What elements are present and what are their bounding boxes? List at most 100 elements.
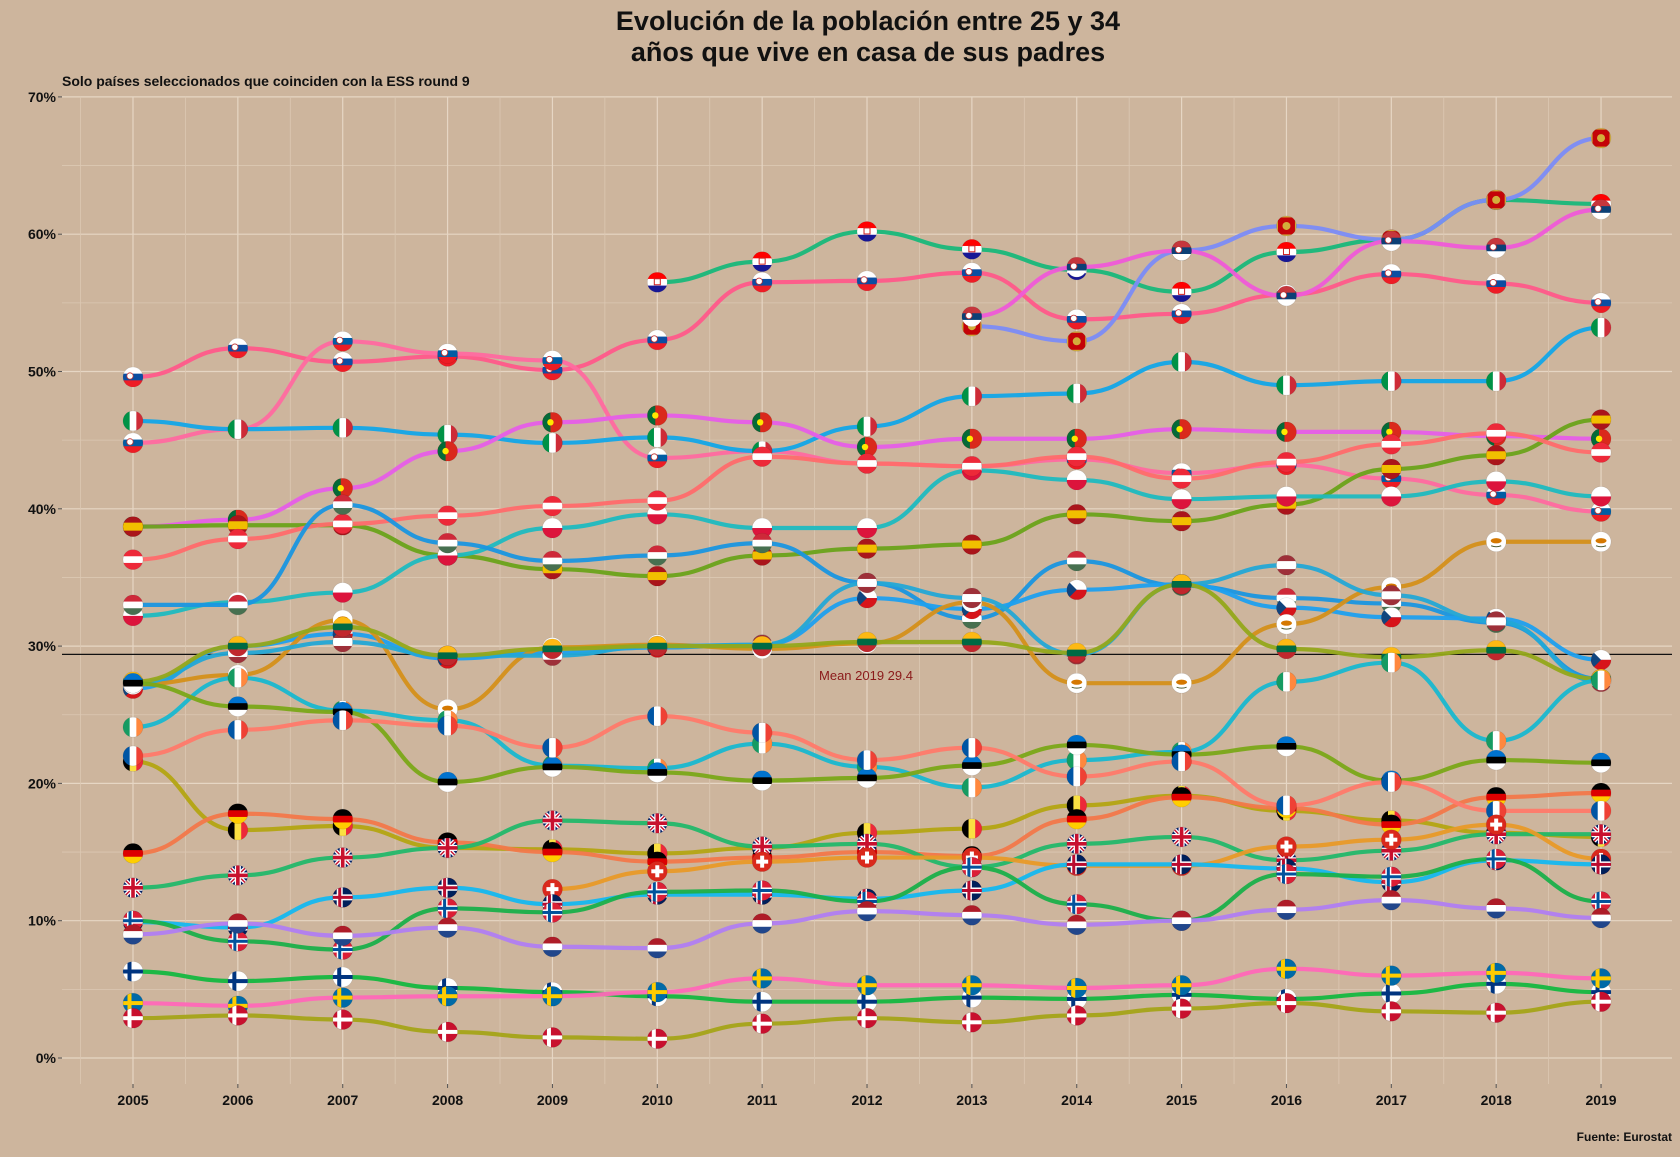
flag-outline	[437, 343, 458, 364]
flag-marker-pt	[1276, 421, 1297, 443]
flag-emblem	[1384, 269, 1392, 277]
flag-stripe	[752, 783, 773, 791]
flag-stripe	[752, 913, 773, 921]
flag-stripe	[1171, 295, 1192, 302]
flag-outline	[1066, 550, 1088, 572]
flag-outline	[332, 616, 354, 638]
flag-stripe	[647, 343, 668, 350]
flag-marker-lv	[1276, 554, 1297, 576]
flag-cross	[1276, 1001, 1297, 1006]
flag-outline	[122, 745, 144, 767]
flag-stripe	[1276, 899, 1297, 907]
flag-stripe	[647, 636, 668, 644]
flag-emblem	[653, 278, 661, 286]
flag-body	[857, 538, 878, 559]
flag-marker-si	[332, 330, 354, 352]
flag-outline	[1171, 751, 1192, 772]
flag-stripe	[752, 777, 773, 785]
flag-emblem	[1279, 291, 1288, 299]
flag-marker-de	[227, 803, 249, 824]
flag-outline	[1485, 273, 1507, 294]
flag-outline	[1590, 823, 1612, 845]
flag-stripe	[1381, 896, 1402, 904]
flag-emblem	[1489, 279, 1497, 287]
flag-stripe	[1066, 656, 1087, 663]
flag-body	[1486, 371, 1507, 392]
flag-body	[647, 272, 668, 293]
flag-marker-lt	[542, 638, 563, 660]
flag-marker-lt	[437, 645, 458, 667]
flag-body	[1381, 585, 1402, 606]
flag-body	[752, 533, 773, 554]
flag-stripe	[1591, 306, 1612, 313]
flag-marker-hu	[646, 545, 668, 566]
flag-stripe	[542, 496, 563, 504]
flag-marker-at	[1381, 433, 1402, 455]
flag-body	[1486, 962, 1507, 983]
flag-cross	[857, 1016, 878, 1021]
flag-stripe	[968, 818, 976, 839]
flag-body	[1486, 750, 1507, 771]
flag-cross	[1280, 844, 1293, 849]
flag-stripe	[437, 715, 445, 736]
flag-marker-ee	[227, 696, 249, 717]
flag-outline	[856, 538, 878, 559]
flag-body	[123, 432, 143, 453]
flag-stripe	[1591, 649, 1612, 660]
flag-stripe	[961, 306, 982, 314]
flag-stripe	[752, 412, 761, 433]
flag-marker-at	[332, 513, 354, 535]
flag-stripe	[1492, 800, 1501, 821]
flag-marker-fi	[1381, 983, 1402, 1004]
flag-stripe	[857, 638, 878, 646]
x-tick-label: 2007	[327, 1092, 358, 1108]
flag-body	[332, 966, 353, 987]
flag-outline	[1485, 611, 1507, 632]
flag-outline	[1485, 444, 1507, 466]
flag-outline	[1381, 433, 1402, 455]
flag-stripe	[863, 750, 871, 771]
flag-outline	[122, 516, 144, 537]
flag-emblem	[1282, 221, 1291, 230]
x-tick-label: 2008	[432, 1092, 463, 1108]
flag-body	[123, 366, 143, 387]
flag-stripe	[1597, 670, 1605, 691]
flag-stripe	[542, 645, 563, 653]
flag-marker-at	[227, 528, 249, 550]
flag-stripe	[332, 344, 353, 352]
flag-stripe	[437, 505, 458, 513]
flag-outline	[646, 635, 668, 657]
flag-emblem	[1280, 620, 1292, 626]
flag-body	[1066, 550, 1087, 571]
flag-stripe	[961, 737, 970, 758]
flag-body	[752, 1013, 773, 1034]
flag-marker-hu	[227, 594, 249, 616]
flag-marker-ie	[1590, 670, 1612, 691]
flag-body	[1591, 442, 1612, 463]
flag-stripe	[647, 769, 668, 777]
flag-body	[1066, 428, 1087, 449]
flag-body	[857, 750, 878, 771]
flag-body	[1591, 991, 1612, 1012]
flag-stripe	[961, 540, 982, 549]
flag-marker-cz	[1066, 579, 1088, 601]
flag-outline	[437, 837, 458, 859]
flag-body	[1276, 375, 1297, 396]
flag-stripe	[647, 851, 668, 859]
flag-body	[752, 251, 773, 272]
flag-body	[752, 913, 773, 934]
flag-stripe	[1486, 898, 1507, 906]
flag-body	[1276, 899, 1297, 920]
flag-stripe	[1486, 423, 1507, 431]
flag-stripe	[332, 815, 353, 823]
flag-body	[437, 917, 458, 938]
flag-stripe	[227, 719, 236, 740]
flag-marker-be	[961, 818, 983, 840]
flag-stripe	[1591, 455, 1612, 463]
flag-outline	[1485, 898, 1507, 919]
flag-outline	[1485, 814, 1507, 835]
flag-cross	[756, 859, 769, 864]
flag-body	[1591, 968, 1612, 989]
flag-marker-dk	[646, 1028, 668, 1050]
flag-outline	[332, 494, 354, 515]
